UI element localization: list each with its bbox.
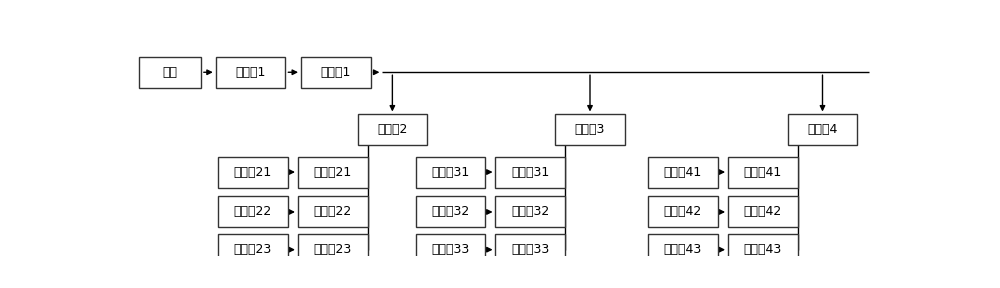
Text: 风量计32: 风量计32 [431,205,470,219]
Text: 风量计41: 风量计41 [664,166,702,179]
Text: 调节阀42: 调节阀42 [744,205,782,219]
FancyBboxPatch shape [298,157,368,187]
Text: 风机: 风机 [162,66,177,79]
Text: 调节阀1: 调节阀1 [235,66,266,79]
FancyBboxPatch shape [298,196,368,228]
Text: 调节阀23: 调节阀23 [314,243,352,256]
FancyBboxPatch shape [495,234,565,265]
FancyBboxPatch shape [416,196,485,228]
FancyBboxPatch shape [139,57,201,88]
Text: 风量计33: 风量计33 [431,243,470,256]
Text: 调节阀2: 调节阀2 [377,124,408,137]
FancyBboxPatch shape [218,234,288,265]
FancyBboxPatch shape [648,234,718,265]
FancyBboxPatch shape [495,196,565,228]
Text: 风量计31: 风量计31 [431,166,470,179]
FancyBboxPatch shape [555,114,625,145]
FancyBboxPatch shape [728,196,798,228]
FancyBboxPatch shape [301,57,371,88]
FancyBboxPatch shape [218,157,288,187]
Text: 风量计23: 风量计23 [234,243,272,256]
FancyBboxPatch shape [218,196,288,228]
FancyBboxPatch shape [788,114,857,145]
Text: 风量计43: 风量计43 [664,243,702,256]
Text: 调节阀32: 调节阀32 [511,205,549,219]
FancyBboxPatch shape [728,157,798,187]
FancyBboxPatch shape [728,234,798,265]
Text: 风量计1: 风量计1 [321,66,351,79]
FancyBboxPatch shape [648,196,718,228]
Text: 风量计22: 风量计22 [234,205,272,219]
FancyBboxPatch shape [358,114,427,145]
Text: 调节阀22: 调节阀22 [314,205,352,219]
FancyBboxPatch shape [416,157,485,187]
Text: 调节阀41: 调节阀41 [744,166,782,179]
Text: 调节阀4: 调节阀4 [807,124,838,137]
FancyBboxPatch shape [648,157,718,187]
FancyBboxPatch shape [495,157,565,187]
FancyBboxPatch shape [298,234,368,265]
FancyBboxPatch shape [216,57,285,88]
Text: 风量计21: 风量计21 [234,166,272,179]
Text: 调节阀21: 调节阀21 [314,166,352,179]
FancyBboxPatch shape [416,234,485,265]
Text: 调节阀43: 调节阀43 [744,243,782,256]
Text: 调节阀3: 调节阀3 [575,124,605,137]
Text: 调节阀31: 调节阀31 [511,166,549,179]
Text: 风量计42: 风量计42 [664,205,702,219]
Text: 调节阀33: 调节阀33 [511,243,549,256]
